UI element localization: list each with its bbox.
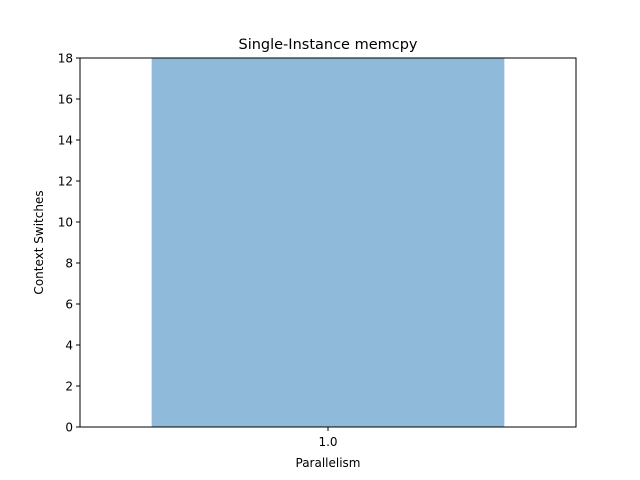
y-tick-label-9: 18 <box>58 52 73 66</box>
bar-0 <box>151 58 505 427</box>
y-tick-label-5: 10 <box>58 216 73 230</box>
chart-title: Single-Instance memcpy <box>238 37 417 53</box>
y-tick-label-1: 2 <box>65 380 73 394</box>
bars-layer <box>151 58 505 427</box>
y-tick-label-4: 8 <box>65 257 73 271</box>
y-axis: 0 2 4 6 8 10 12 14 16 18 <box>58 52 80 435</box>
y-tick-label-7: 14 <box>58 134 73 148</box>
y-tick-label-8: 16 <box>58 93 73 107</box>
y-tick-label-3: 6 <box>65 298 73 312</box>
x-tick-label-0: 1.0 <box>318 435 337 449</box>
y-axis-label: Context Switches <box>32 190 46 294</box>
x-axis: 1.0 <box>318 427 338 449</box>
x-axis-label: Parallelism <box>296 456 361 470</box>
y-tick-label-2: 4 <box>65 339 73 353</box>
y-tick-label-6: 12 <box>58 175 73 189</box>
y-tick-label-0: 0 <box>65 421 73 435</box>
